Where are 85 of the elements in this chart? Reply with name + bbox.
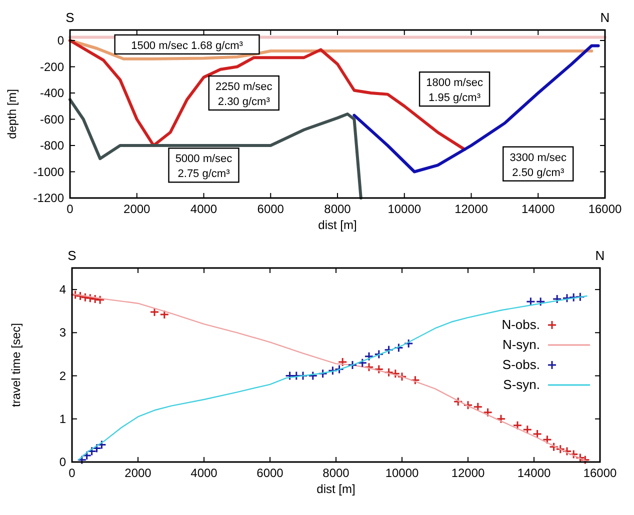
x-tick-label: 6000 [256,466,284,480]
point [384,368,394,378]
x-axis-title: dist [m] [316,482,356,496]
x-tick-label: 10000 [385,466,420,480]
point [526,296,536,306]
point [77,455,87,465]
annotation: 2250 m/sec 2.30 g/cm³ [215,81,273,108]
point [82,450,92,460]
point [384,345,394,355]
y-tick-label: 4 [59,282,66,297]
text: N [600,10,610,25]
annotation: 1800 m/sec 1.95 g/cm³ [426,77,484,104]
x-tick-label: 16000 [583,466,618,480]
y-tick-label: -400 [40,86,64,100]
legend-label: N-syn. [502,337,540,352]
y-tick-label: 1 [59,412,66,426]
point [410,375,420,385]
text: S [66,10,75,25]
point [575,292,585,302]
text: N [595,248,605,263]
point [512,420,522,430]
point [473,402,483,412]
legend-label: S-obs. [502,357,540,372]
point [496,414,506,424]
point [328,366,338,376]
y-tick-label: -800 [40,138,64,152]
x-tick-label: 14000 [517,466,552,480]
annotation: 5000 m/sec 2.75 g/cm³ [175,153,233,180]
y-tick-label: -200 [40,60,64,74]
x-tick-label: 10000 [388,202,422,216]
y-tick-label: 2 [59,368,66,383]
y-tick-label: -1200 [33,191,64,205]
y-tick-label: 0 [57,34,64,48]
x-tick-label: 4000 [190,466,218,480]
annotation: 3300 m/sec 2.50 g/cm³ [510,152,568,179]
point [374,349,384,359]
point [532,429,542,439]
point [568,292,578,302]
point [536,296,546,306]
legend-label: S-syn. [503,377,540,392]
x-tick-label: 8000 [324,202,352,216]
x-axis-title: dist [m] [318,218,357,232]
point [160,310,170,320]
x-tick-label: 2000 [124,202,151,216]
x-tick-label: 6000 [257,202,284,216]
point [92,443,102,453]
point [150,307,160,317]
line-series [68,39,594,60]
point [87,446,97,456]
x-tick-label: 16000 [588,202,622,216]
point [522,424,532,434]
point [348,360,358,370]
x-tick-label: 4000 [190,202,218,216]
text: S [68,248,77,263]
point [463,400,473,410]
point [483,408,493,418]
x-tick-label: 12000 [451,466,486,480]
line-series [68,98,362,200]
y-tick-label: -1000 [33,164,64,179]
x-tick-label: 8000 [322,466,350,480]
y-tick-label: 0 [59,455,66,469]
y-axis-title: depth [m] [5,88,19,140]
x-tick-label: 0 [68,466,76,480]
point [96,440,106,450]
x-tick-label: 12000 [454,202,488,216]
y-axis-title: travel time [sec] [9,322,23,408]
annotation: 1500 m/sec 1.68 g/cm³ [131,40,244,52]
y-tick-label: 3 [59,326,66,340]
point [552,294,562,304]
x-tick-label: 14000 [521,202,556,216]
point [338,357,348,367]
point [374,364,384,374]
point [364,362,374,372]
point [358,358,368,368]
point [394,343,404,353]
point [318,368,328,378]
point [404,338,414,348]
legend-label: N-obs. [502,317,540,332]
x-tick-label: 2000 [124,466,152,480]
point [334,364,344,374]
point [453,396,463,406]
point [542,434,552,444]
y-tick-label: -600 [40,112,64,126]
point [364,352,374,362]
point [308,371,318,381]
